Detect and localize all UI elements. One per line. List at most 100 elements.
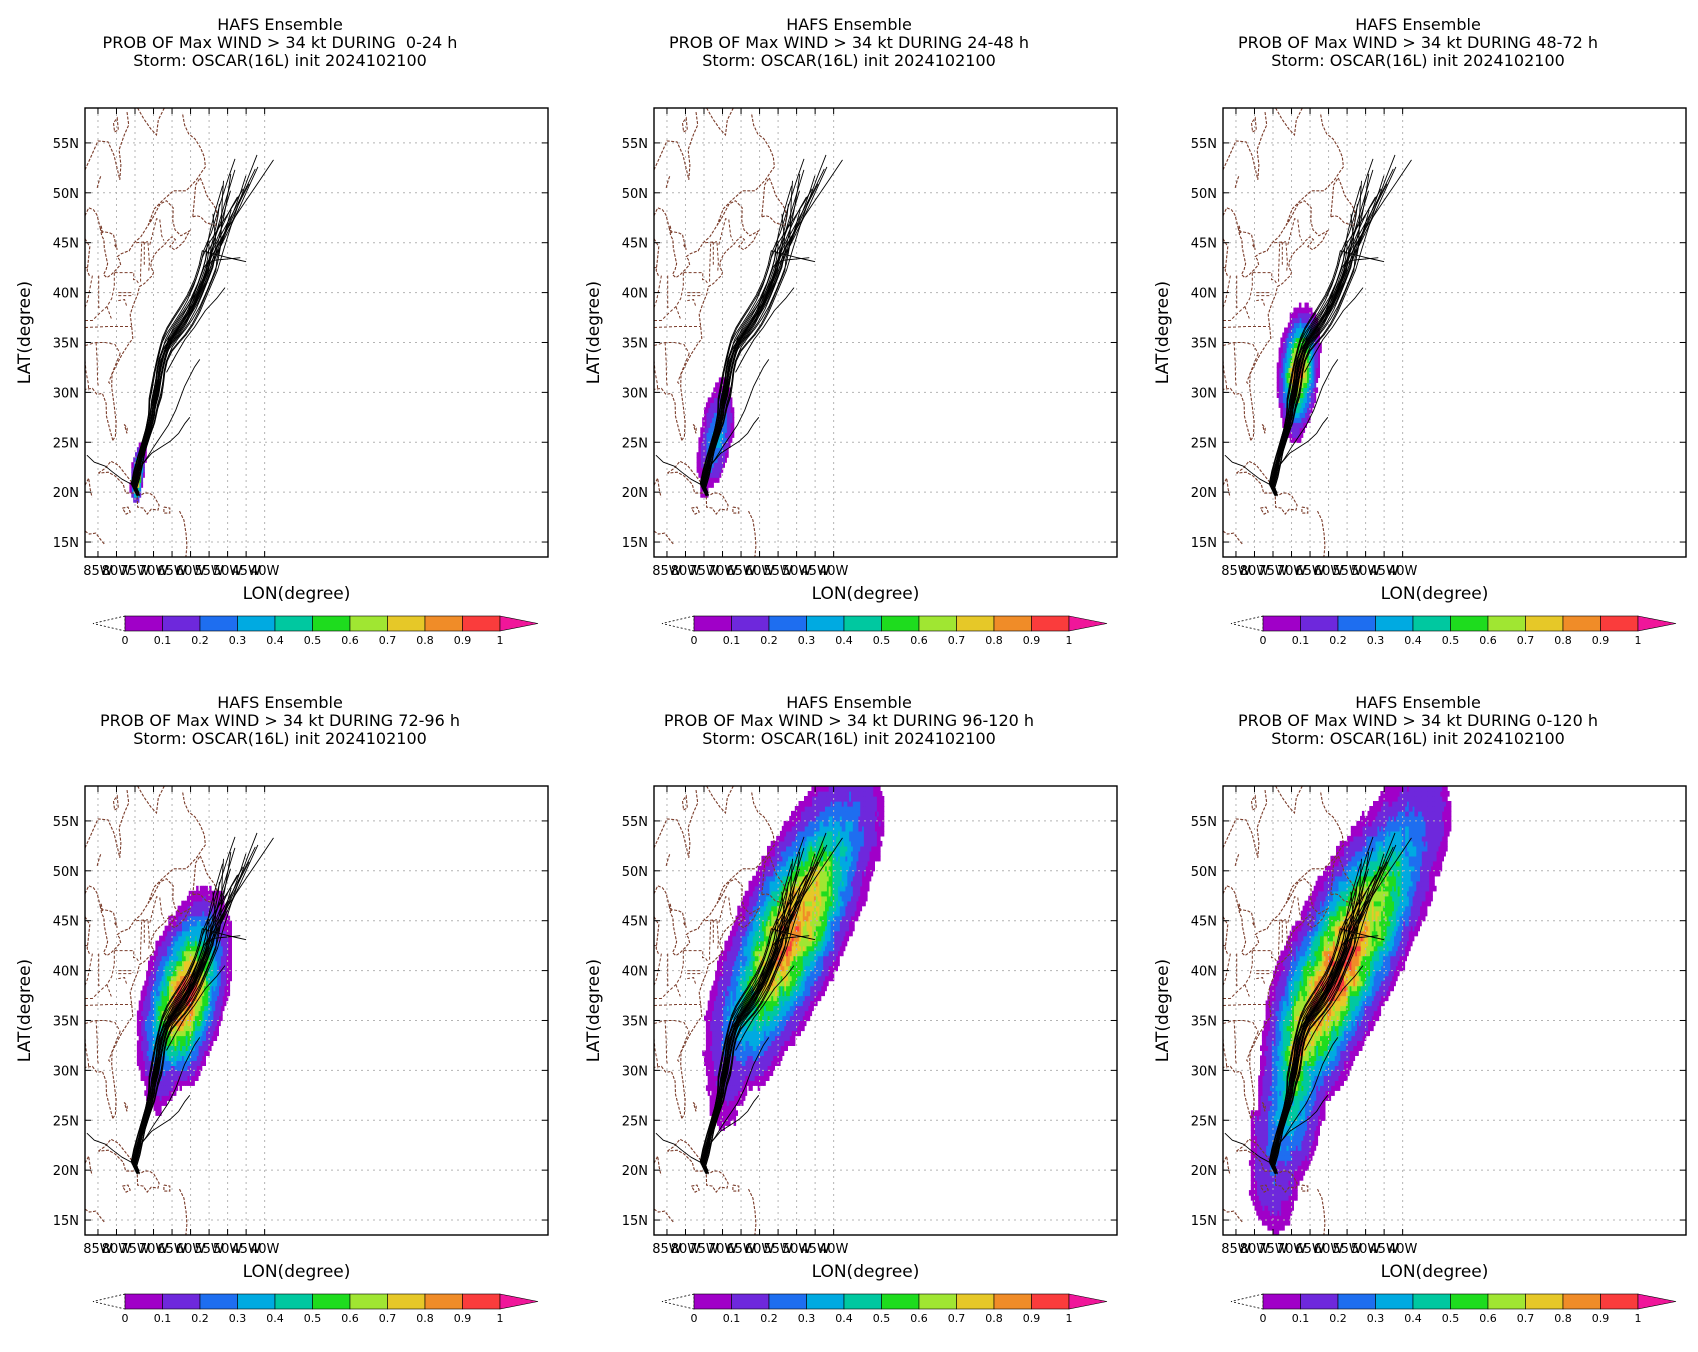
lon-tick-label: 60W (745, 1242, 775, 1257)
colorbar-label: 0 (122, 1312, 129, 1325)
colorbar-swatch (1337, 615, 1376, 632)
lon-tick-label: 75W (120, 564, 150, 579)
panel-title-line: PROB OF Max WIND > 34 kt DURING 24-48 h (669, 33, 1029, 52)
colorbar-label: 0.5 (304, 1312, 322, 1325)
lat-tick-label: 50N (1191, 865, 1217, 880)
colorbar-label: 0.3 (1367, 1312, 1385, 1325)
panel-title-line: Storm: OSCAR(16L) init 2024102100 (702, 729, 996, 748)
coastline (1223, 786, 1357, 1235)
panel-title-line: Storm: OSCAR(16L) init 2024102100 (1271, 51, 1565, 70)
panel-title-line: HAFS Ensemble (217, 693, 343, 712)
lon-tick-label: 65W (157, 1242, 187, 1257)
lon-tick-label: 40W (1388, 564, 1418, 579)
colorbar-swatch (881, 615, 920, 632)
lon-tick-label: 85W (652, 564, 682, 579)
lon-tick-label: 50W (213, 564, 243, 579)
coastline (85, 786, 219, 1235)
x-axis-label: LON(degree) (243, 1262, 351, 1282)
lon-tick-label: 50W (213, 1242, 243, 1257)
lon-tick-label: 40W (250, 564, 280, 579)
lon-tick-label: 55W (763, 1242, 793, 1257)
lon-tick-label: 70W (1277, 1242, 1307, 1257)
colorbar: 0 0.1 0.2 0.3 0.4 0.5 0.6 0.7 0.8 0.9 1 (92, 1293, 539, 1325)
colorbar-label: 0.4 (1404, 1312, 1422, 1325)
colorbar-swatch (1412, 615, 1451, 632)
colorbar-label: 0.1 (1292, 634, 1310, 647)
colorbar-label: 0.1 (154, 1312, 172, 1325)
colorbar-swatch (274, 1293, 313, 1310)
lat-tick-label: 30N (622, 1064, 648, 1079)
colorbar-swatch (387, 1293, 426, 1310)
colorbar-label: 1 (497, 1312, 504, 1325)
lon-tick-label: 80W (1240, 564, 1270, 579)
colorbar-label: 0.1 (154, 634, 172, 647)
lon-tick-label: 55W (194, 1242, 224, 1257)
lon-tick-label: 65W (726, 1242, 756, 1257)
colorbar-swatch (162, 615, 201, 632)
lat-tick-label: 25N (1191, 436, 1217, 451)
lat-tick-label: 30N (1191, 1064, 1217, 1079)
colorbar-label: 0.8 (416, 634, 434, 647)
colorbar-swatch (1337, 1293, 1376, 1310)
panel-title-line: HAFS Ensemble (786, 15, 912, 34)
graticule (1223, 786, 1686, 1235)
lon-tick-label: 75W (689, 564, 719, 579)
x-axis-label: LON(degree) (1381, 1262, 1489, 1282)
lon-tick-label: 65W (1295, 564, 1325, 579)
colorbar-swatch (918, 1293, 957, 1310)
colorbar-swatch (806, 615, 845, 632)
y-axis-label: LAT(degree) (15, 959, 35, 1062)
colorbar-swatch (693, 615, 732, 632)
graticule (1223, 108, 1686, 557)
colorbar-swatch (162, 1293, 201, 1310)
colorbar-under-arrow (1230, 615, 1264, 632)
colorbar-label: 0 (691, 634, 698, 647)
colorbar-label: 0.7 (1517, 634, 1535, 647)
y-axis-label: LAT(degree) (584, 959, 604, 1062)
colorbar-swatch (237, 615, 276, 632)
colorbar-label: 0.3 (1367, 634, 1385, 647)
panel-title-line: PROB OF Max WIND > 34 kt DURING 96-120 h (663, 711, 1035, 730)
colorbar-swatch (349, 615, 388, 632)
lon-tick-label: 70W (139, 1242, 169, 1257)
colorbar-label: 0.7 (379, 1312, 397, 1325)
lat-tick-label: 40N (1191, 965, 1217, 980)
colorbar-swatch (1600, 1293, 1639, 1310)
colorbar-label: 0 (691, 1312, 698, 1325)
lon-tick-label: 40W (819, 1242, 849, 1257)
colorbar-swatch (1600, 615, 1639, 632)
colorbar-swatch (1450, 1293, 1489, 1310)
colorbar-label: 0.4 (1404, 634, 1422, 647)
colorbar-label: 0.9 (1023, 1312, 1041, 1325)
lat-tick-label: 50N (53, 187, 79, 202)
colorbar-swatch (274, 615, 313, 632)
colorbar-swatch (1412, 1293, 1451, 1310)
lon-tick-label: 65W (1295, 1242, 1325, 1257)
graticule (654, 786, 1117, 1235)
lon-tick-label: 55W (194, 564, 224, 579)
colorbar-label: 0.2 (1329, 634, 1347, 647)
colorbar-label: 0.4 (266, 1312, 284, 1325)
colorbar-label: 0.7 (379, 634, 397, 647)
colorbar-swatch (462, 615, 501, 632)
colorbar-label: 1 (1066, 634, 1073, 647)
lat-tick-label: 15N (1191, 1214, 1217, 1229)
colorbar-swatch (124, 1293, 163, 1310)
colorbar-label: 0.8 (416, 1312, 434, 1325)
colorbar: 0 0.1 0.2 0.3 0.4 0.5 0.6 0.7 0.8 0.9 1 (1230, 615, 1677, 647)
lon-tick-label: 40W (819, 564, 849, 579)
lat-tick-label: 40N (1191, 287, 1217, 302)
ensemble-tracks (86, 154, 274, 497)
lat-tick-label: 30N (53, 1064, 79, 1079)
y-axis-label: LAT(degree) (1153, 959, 1173, 1062)
lon-tick-label: 75W (120, 1242, 150, 1257)
colorbar-swatch (956, 615, 995, 632)
colorbar-label: 0.4 (835, 634, 853, 647)
colorbar-label: 0.8 (985, 634, 1003, 647)
colorbar-swatch (1487, 615, 1526, 632)
lon-tick-label: 85W (652, 1242, 682, 1257)
lon-tick-label: 45W (231, 564, 261, 579)
